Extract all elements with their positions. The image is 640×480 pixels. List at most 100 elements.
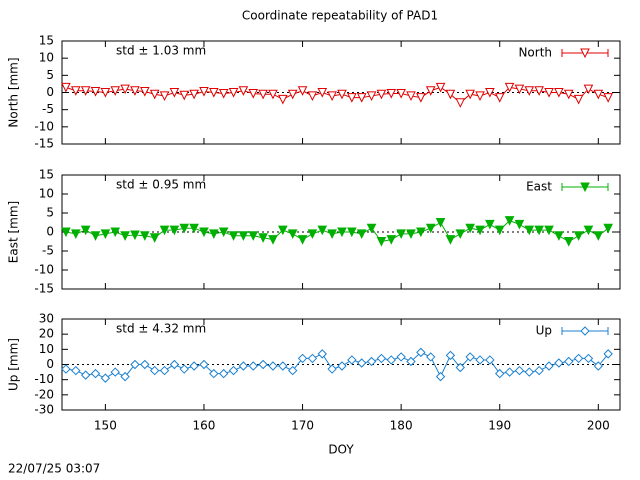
marker — [140, 359, 150, 370]
marker — [563, 237, 574, 247]
marker — [337, 89, 347, 100]
marker — [287, 365, 298, 376]
marker — [573, 231, 584, 241]
y-tick-label: 10 — [39, 342, 54, 356]
marker — [90, 368, 101, 379]
marker — [100, 229, 111, 240]
marker — [396, 229, 406, 240]
marker — [268, 235, 278, 245]
marker — [140, 86, 150, 97]
marker — [238, 86, 249, 96]
marker — [573, 94, 584, 105]
marker — [386, 235, 397, 245]
y-tick-label: -10 — [34, 372, 54, 386]
marker — [149, 89, 160, 100]
marker — [80, 225, 91, 236]
plot-frame — [61, 174, 621, 290]
plot-frame — [61, 318, 621, 411]
marker — [475, 91, 485, 102]
marker — [485, 355, 495, 365]
marker — [80, 370, 91, 380]
y-tick-label: 0 — [46, 225, 54, 239]
marker — [534, 365, 544, 376]
annotation: std ± 4.32 mm — [116, 322, 206, 336]
y-axis-label: Up [mm] — [7, 338, 21, 391]
x-tick-label: 160 — [193, 419, 216, 433]
marker — [218, 89, 229, 99]
marker — [386, 355, 396, 365]
marker — [61, 227, 71, 238]
marker — [416, 227, 426, 238]
marker — [534, 86, 544, 96]
marker — [514, 84, 525, 95]
y-axis-label: East [mm] — [7, 201, 21, 263]
marker — [554, 231, 564, 241]
marker — [347, 93, 357, 103]
marker — [149, 233, 160, 243]
legend-label: East — [526, 180, 552, 194]
marker — [580, 326, 590, 336]
marker — [179, 223, 190, 234]
marker — [258, 233, 268, 243]
marker — [100, 373, 111, 383]
marker — [268, 89, 278, 100]
marker — [603, 93, 613, 103]
timestamp: 22/07/25 03:07 — [8, 462, 100, 476]
marker — [228, 231, 239, 241]
marker — [218, 227, 229, 238]
marker — [583, 353, 594, 364]
marker — [465, 352, 475, 362]
marker — [120, 371, 130, 382]
marker — [455, 229, 466, 240]
marker — [199, 86, 209, 97]
y-tick-label: 5 — [46, 68, 54, 82]
marker — [248, 231, 259, 241]
marker — [159, 225, 170, 236]
marker — [593, 361, 604, 371]
y-tick-label: 0 — [46, 85, 54, 99]
marker — [169, 359, 180, 370]
y-tick-label: -15 — [34, 137, 54, 151]
marker — [347, 227, 357, 238]
marker — [140, 231, 150, 241]
marker — [228, 365, 239, 376]
marker — [218, 368, 229, 379]
marker — [603, 223, 613, 234]
marker — [248, 89, 259, 99]
marker — [366, 356, 377, 367]
marker — [189, 223, 199, 234]
marker — [110, 367, 120, 377]
y-tick-label: 30 — [39, 312, 54, 326]
marker — [366, 91, 377, 102]
marker — [485, 88, 495, 98]
marker — [90, 86, 101, 97]
marker — [455, 362, 465, 373]
marker — [494, 225, 505, 236]
y-tick-label: 15 — [39, 168, 54, 182]
marker — [209, 88, 219, 98]
marker — [179, 90, 190, 101]
marker — [573, 353, 584, 364]
y-axis-label: North [mm] — [7, 57, 21, 127]
y-tick-label: -5 — [42, 102, 54, 116]
marker — [327, 364, 337, 374]
marker — [228, 88, 239, 98]
marker — [356, 93, 367, 103]
marker — [130, 359, 140, 370]
marker — [100, 88, 111, 98]
marker — [504, 82, 515, 93]
marker — [278, 94, 288, 105]
marker — [435, 82, 446, 93]
marker — [268, 361, 278, 371]
marker — [347, 355, 357, 365]
marker — [376, 89, 387, 100]
y-tick-label: 10 — [39, 51, 54, 65]
marker — [199, 227, 209, 238]
marker — [396, 352, 406, 362]
marker — [238, 361, 249, 371]
marker — [376, 353, 387, 364]
marker — [465, 223, 475, 234]
marker — [425, 86, 436, 96]
